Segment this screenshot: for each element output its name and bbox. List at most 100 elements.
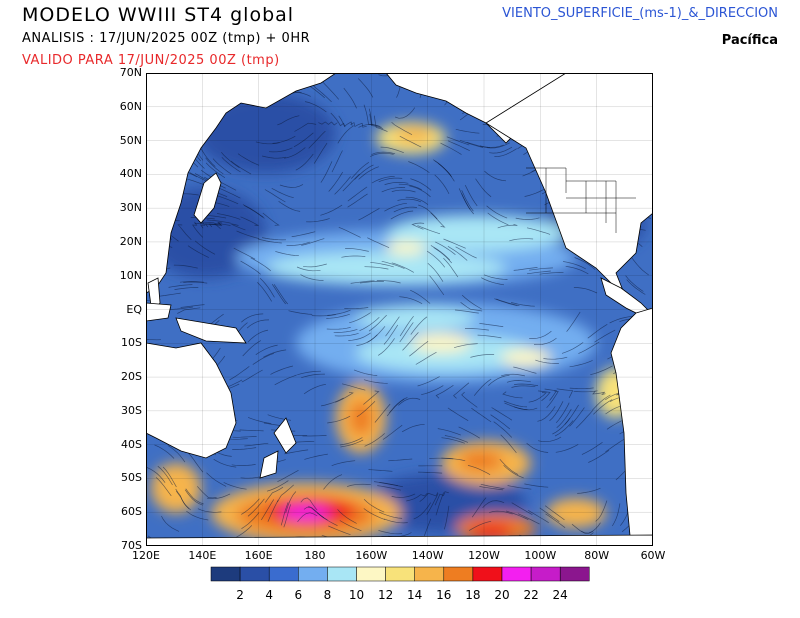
- streamline: [263, 349, 287, 358]
- streamline: [588, 450, 610, 463]
- streamline: [382, 424, 403, 440]
- streamline: [286, 241, 311, 246]
- streamline: [391, 262, 414, 273]
- legend-swatch: [472, 566, 503, 582]
- streamline: [443, 257, 459, 278]
- streamline: [239, 429, 264, 432]
- streamline: [399, 315, 414, 337]
- lat-label: 50S: [121, 471, 142, 485]
- legend-swatch: [559, 566, 590, 582]
- streamline: [511, 302, 535, 307]
- streamline: [377, 485, 401, 491]
- streamline: [311, 314, 336, 317]
- streamline: [391, 121, 413, 136]
- streamline: [274, 374, 297, 386]
- streamline: [417, 376, 440, 387]
- lon-label: 120E: [132, 549, 160, 562]
- streamline: [397, 198, 422, 203]
- lat-label: 30N: [119, 201, 142, 215]
- streamline: [345, 248, 369, 252]
- streamline: [349, 312, 371, 324]
- lat-label: 60N: [119, 99, 142, 113]
- lat-label: 10N: [119, 268, 142, 282]
- streamline: [461, 294, 482, 310]
- streamline: [569, 360, 593, 368]
- streamline: [592, 390, 606, 395]
- streamline: [458, 426, 480, 439]
- streamline: [489, 146, 513, 154]
- streamline: [475, 178, 492, 198]
- streamline: [409, 185, 431, 198]
- streamline: [459, 140, 484, 148]
- streamline: [384, 182, 409, 185]
- streamline: [515, 217, 540, 220]
- indonesia-land: [146, 302, 172, 322]
- lat-label: 60S: [121, 505, 142, 519]
- streamline: [154, 444, 175, 459]
- streamline: [346, 483, 371, 487]
- streamline: [427, 250, 446, 268]
- streamline: [363, 499, 385, 513]
- streamline: [441, 457, 466, 462]
- streamline: [194, 223, 219, 226]
- streamline: [378, 511, 403, 519]
- streamline: [447, 407, 469, 422]
- streamline: [240, 260, 261, 275]
- streamline: [215, 194, 239, 205]
- streamline: [581, 442, 603, 455]
- lat-label: 50N: [119, 133, 142, 147]
- new-guinea-land: [175, 317, 247, 344]
- streamline: [394, 107, 416, 119]
- streamline: [460, 302, 483, 312]
- streamline: [232, 447, 257, 450]
- streamline: [408, 161, 430, 173]
- streamline: [237, 153, 260, 166]
- legend-swatch: [385, 566, 415, 582]
- streamline: [529, 267, 553, 271]
- streamline: [443, 505, 450, 530]
- streamline: [517, 513, 540, 525]
- south-america-land: [610, 307, 653, 546]
- streamline: [271, 187, 294, 199]
- streamline: [174, 287, 199, 290]
- streamline: [194, 240, 216, 255]
- streamline: [351, 162, 370, 179]
- lat-label: 40S: [121, 437, 142, 451]
- streamline: [262, 237, 287, 241]
- streamline: [497, 223, 518, 229]
- streamline: [179, 281, 204, 283]
- lon-label: 80W: [584, 549, 610, 562]
- streamline: [605, 392, 621, 401]
- streamline: [574, 257, 596, 270]
- streamline: [192, 221, 204, 238]
- streamline: [240, 216, 259, 226]
- streamline: [406, 492, 428, 502]
- streamline: [491, 407, 513, 421]
- streamline: [328, 171, 343, 192]
- streamline: [231, 464, 256, 466]
- streamline: [331, 150, 343, 173]
- streamline: [444, 435, 469, 443]
- legend-swatch: [443, 566, 474, 582]
- streamline: [376, 280, 401, 284]
- streamline: [441, 437, 465, 444]
- streamline: [417, 225, 441, 235]
- asia-land: [146, 73, 337, 294]
- streamline: [539, 272, 564, 275]
- streamline: [447, 246, 468, 261]
- streamline: [556, 408, 572, 429]
- lat-lon-grid: [146, 73, 653, 546]
- streamline: [384, 518, 408, 524]
- streamline: [180, 304, 205, 308]
- streamline: [341, 255, 366, 258]
- streamline: [291, 231, 316, 237]
- streamline: [402, 332, 419, 351]
- streamline: [626, 279, 646, 295]
- streamline: [393, 206, 418, 213]
- streamline: [301, 373, 325, 379]
- streamline: [533, 337, 557, 346]
- streamline: [308, 130, 326, 149]
- streamline: [230, 223, 246, 231]
- streamline: [206, 472, 227, 487]
- streamline: [454, 309, 479, 314]
